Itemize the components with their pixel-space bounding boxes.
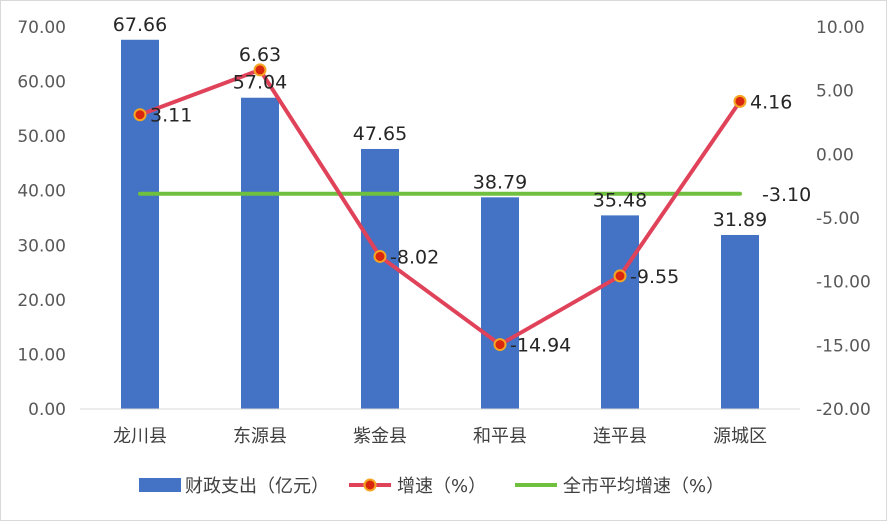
- y-right-tick-label: -5.00: [816, 209, 860, 229]
- legend: 财政支出（亿元） 增速（%） 全市平均增速（%）: [139, 476, 724, 497]
- growth-marker-6: [733, 94, 747, 108]
- x-category-label: 和平县: [473, 426, 527, 447]
- y-left-tick-label: 30.00: [17, 236, 66, 256]
- growth-marker-3: [373, 249, 387, 263]
- legend-label-average: 全市平均增速（%）: [563, 476, 724, 497]
- bar-3: [361, 148, 399, 409]
- growth-value-label: -9.55: [630, 266, 679, 288]
- y-left-tick-label: 0.00: [28, 400, 66, 420]
- bar-5: [601, 215, 639, 409]
- y-right-tick-label: -10.00: [816, 273, 871, 293]
- legend-swatch-bar: [139, 478, 181, 492]
- growth-marker-4: [493, 338, 507, 352]
- bars-layer: [121, 39, 759, 409]
- growth-value-label: 6.63: [239, 44, 281, 66]
- growth-marker-5: [613, 269, 627, 283]
- x-category-label: 紫金县: [353, 426, 407, 447]
- bar-2: [241, 97, 279, 409]
- x-category-label: 东源县: [233, 426, 287, 447]
- x-category-label: 龙川县: [113, 426, 167, 447]
- y-left-tick-label: 60.00: [17, 73, 66, 93]
- bar-1: [121, 39, 159, 409]
- lines-layer: [133, 63, 747, 352]
- growth-marker-2: [253, 63, 267, 77]
- labels-layer: 67.66 57.04 47.65 38.79 35.48 31.89 3.11 6.63 -8…: [113, 14, 811, 357]
- bar-value-label: 67.66: [113, 14, 167, 36]
- bar-value-label: 47.65: [353, 123, 407, 145]
- y-left-tick-label: 20.00: [17, 291, 66, 311]
- y-right-tick-label: -20.00: [816, 400, 871, 420]
- growth-line: [139, 67, 742, 347]
- y-right-tick-label: 5.00: [816, 82, 854, 102]
- average-value-label: -3.10: [762, 184, 811, 206]
- y-left-tick-label: 50.00: [17, 127, 66, 147]
- axes-layer: 0.00 10.00 20.00 30.00 40.00 50.00 60.00 70.00 -…: [17, 18, 870, 447]
- y-left-tick-label: 10.00: [17, 345, 66, 365]
- bar-4: [481, 197, 519, 409]
- x-category-label: 源城区: [713, 426, 767, 447]
- legend-swatch-growth-marker: [363, 478, 377, 492]
- y-right-tick-label: 0.00: [816, 145, 854, 165]
- bar-value-label: 38.79: [473, 171, 527, 193]
- y-left-tick-label: 40.00: [17, 182, 66, 202]
- growth-value-label: -14.94: [510, 335, 571, 357]
- legend-label-bar: 财政支出（亿元）: [185, 476, 329, 497]
- growth-value-label: 4.16: [750, 91, 792, 113]
- growth-value-label: -8.02: [390, 246, 439, 268]
- y-left-tick-label: 70.00: [17, 18, 66, 38]
- growth-value-label: 3.11: [150, 105, 192, 127]
- bar-6: [721, 234, 759, 409]
- y-right-tick-label: -15.00: [816, 336, 871, 356]
- x-category-label: 连平县: [593, 426, 647, 447]
- growth-marker-1: [133, 108, 147, 122]
- bar-value-label: 31.89: [713, 209, 767, 231]
- bar-value-label: 57.04: [233, 72, 287, 94]
- legend-label-growth: 增速（%）: [397, 476, 486, 497]
- y-right-tick-label: 10.00: [816, 18, 865, 38]
- bar-value-label: 35.48: [593, 189, 647, 211]
